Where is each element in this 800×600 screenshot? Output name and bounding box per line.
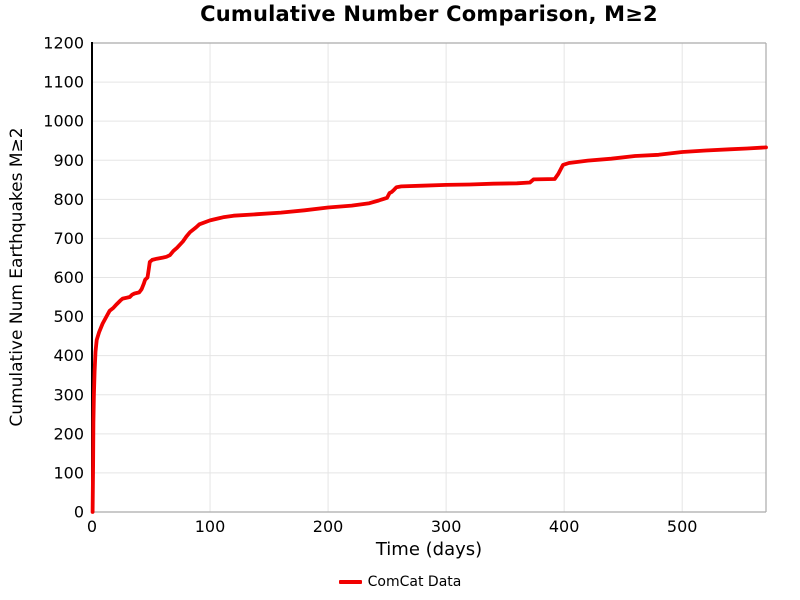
legend-label: ComCat Data: [367, 574, 462, 590]
series-line: [90, 145, 768, 514]
x-tick-label: 400: [549, 517, 580, 536]
y-tick-label: 0: [74, 503, 84, 522]
y-tick-label: 100: [53, 463, 84, 482]
x-tick-label: 100: [195, 517, 226, 536]
y-tick-label: 400: [53, 346, 84, 365]
y-tick-label: 700: [53, 229, 84, 248]
x-tick-label: 500: [667, 517, 698, 536]
y-axis-label: Cumulative Num Earthquakes M≥2: [7, 127, 27, 427]
y-tick-label: 300: [53, 385, 84, 404]
x-tick-label: 0: [87, 517, 97, 536]
y-tick-label: 600: [53, 268, 84, 287]
x-tick-label: 300: [431, 517, 462, 536]
y-tick-label: 800: [53, 190, 84, 209]
chart-title: Cumulative Number Comparison, M≥2: [200, 2, 658, 26]
y-tick-label: 900: [53, 151, 84, 170]
legend: ComCat Data: [0, 571, 800, 593]
x-tick-label: 200: [313, 517, 344, 536]
y-tick-label: 1100: [43, 73, 84, 92]
x-axis-label: Time (days): [375, 539, 483, 560]
y-tick-label: 500: [53, 307, 84, 326]
y-tick-label: 1000: [43, 112, 84, 131]
legend-line-swatch: [338, 580, 362, 584]
y-tick-label: 1200: [43, 34, 84, 53]
y-tick-label: 200: [53, 424, 84, 443]
